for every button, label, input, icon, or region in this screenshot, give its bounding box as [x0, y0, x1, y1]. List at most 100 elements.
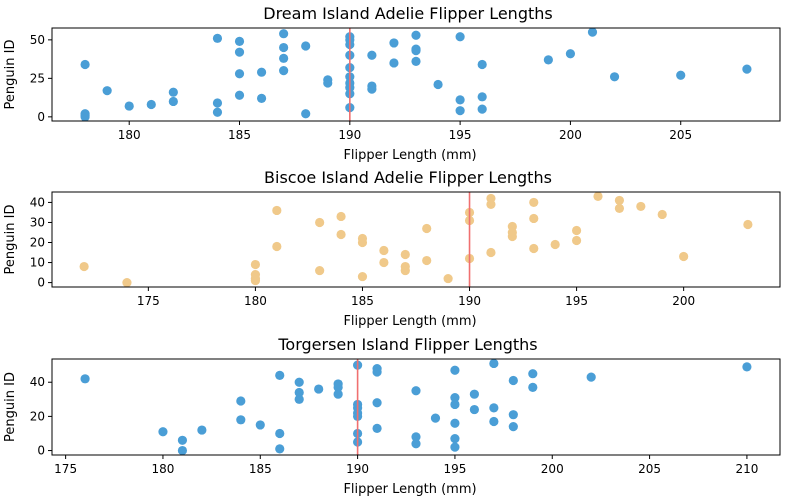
data-point [236, 415, 246, 425]
data-point [315, 265, 325, 276]
y-tick-label: 10 [30, 256, 45, 270]
data-point [389, 38, 399, 48]
axes-frame [51, 27, 781, 122]
data-point [279, 29, 289, 39]
data-point [469, 389, 479, 399]
data-point [450, 399, 460, 410]
data-point [357, 237, 368, 248]
data-point [275, 428, 285, 439]
data-point [550, 239, 560, 250]
data-point [256, 93, 267, 103]
data-point [314, 384, 324, 394]
data-point [433, 79, 443, 90]
data-point [234, 47, 245, 57]
x-tick-label: 200 [672, 294, 695, 308]
data-point [158, 427, 168, 437]
x-tick-label: 195 [449, 128, 472, 142]
data-point [400, 265, 410, 276]
data-point [236, 396, 246, 406]
x-tick-label: 190 [346, 462, 369, 476]
data-point [477, 92, 487, 102]
chart-title: Dream Island Adelie Flipper Lengths [263, 4, 552, 23]
y-tick-label: 50 [30, 33, 45, 47]
data-point [489, 403, 499, 413]
x-tick-label: 210 [735, 462, 758, 476]
data-point [234, 90, 245, 100]
data-point [450, 442, 460, 452]
data-point [450, 393, 460, 403]
data-point [279, 53, 289, 63]
data-point [411, 439, 421, 449]
data-point [443, 273, 453, 284]
data-point [422, 223, 432, 234]
data-point [315, 217, 325, 228]
data-point [255, 420, 265, 430]
data-point [372, 423, 382, 433]
data-point [489, 416, 499, 427]
data-point [528, 369, 538, 379]
x-tick-label: 195 [565, 294, 588, 308]
x-axis-label: Flipper Length (mm) [343, 148, 476, 163]
data-point [275, 444, 285, 454]
data-point [256, 67, 267, 77]
data-point [294, 394, 304, 404]
data-point [212, 98, 223, 108]
x-tick-label: 185 [351, 294, 374, 308]
data-point [80, 112, 90, 122]
y-tick-label: 0 [37, 444, 45, 458]
axes-frame [51, 191, 781, 288]
data-point [234, 36, 245, 46]
x-tick-label: 175 [137, 294, 160, 308]
data-point [333, 382, 343, 392]
y-axis-label: Penguin ID [3, 205, 18, 275]
x-tick-label: 190 [338, 128, 361, 142]
data-point [250, 259, 261, 270]
data-point [250, 275, 261, 286]
y-tick-label: 0 [37, 276, 45, 290]
data-point [294, 387, 304, 398]
data-point [124, 101, 134, 111]
data-point [411, 386, 421, 396]
data-point [357, 271, 368, 282]
data-point [279, 66, 289, 76]
x-tick-label: 200 [559, 128, 582, 142]
data-point [528, 382, 538, 392]
data-point [411, 56, 421, 67]
data-point [301, 109, 311, 119]
data-point [489, 358, 499, 369]
data-point [614, 195, 625, 206]
x-tick-label: 185 [249, 462, 272, 476]
data-point [455, 32, 465, 42]
data-point [508, 422, 518, 432]
data-point [508, 410, 518, 420]
x-tick-label: 190 [458, 294, 481, 308]
data-point [177, 445, 188, 456]
data-point [676, 70, 686, 80]
data-point [234, 69, 245, 79]
data-point [486, 247, 496, 258]
data-point [529, 243, 539, 254]
data-point [742, 362, 752, 372]
data-point [279, 42, 289, 53]
data-point [742, 64, 752, 74]
x-tick-label: 175 [54, 462, 77, 476]
y-axis-label: Penguin ID [3, 40, 18, 110]
chart-title: Torgersen Island Flipper Lengths [277, 335, 537, 354]
data-point [122, 277, 132, 288]
data-point [146, 99, 156, 110]
data-point [336, 211, 346, 222]
x-tick-label: 200 [541, 462, 564, 476]
data-point [586, 372, 596, 382]
x-tick-label: 185 [228, 128, 251, 142]
data-point [486, 199, 496, 210]
y-tick-label: 20 [30, 236, 45, 250]
data-point [565, 49, 576, 59]
x-axis-label: Flipper Length (mm) [343, 314, 476, 329]
data-point [323, 78, 333, 88]
data-point [372, 367, 382, 377]
data-point [507, 231, 517, 242]
data-point [372, 398, 382, 408]
data-point [333, 389, 343, 399]
data-point [430, 413, 441, 423]
chart-title: Biscoe Island Adelie Flipper Lengths [264, 168, 552, 187]
